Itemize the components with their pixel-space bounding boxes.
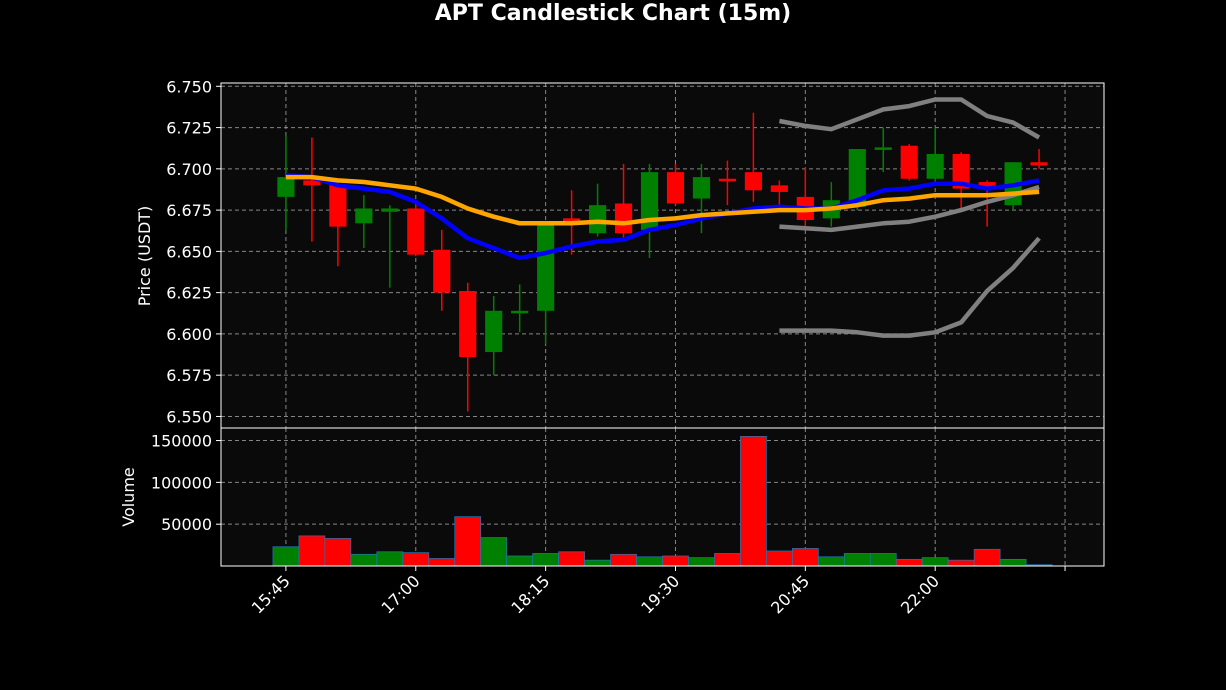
candle-body xyxy=(874,147,892,150)
candle-body xyxy=(563,218,581,224)
candle-body xyxy=(459,290,477,358)
volume-bar xyxy=(817,556,845,567)
volume-bar xyxy=(272,546,300,567)
volume-bar xyxy=(324,538,352,567)
price-tick-label: 6.600 xyxy=(166,325,212,344)
candle-body xyxy=(692,177,711,199)
candle-body xyxy=(589,205,607,234)
volume-bar xyxy=(454,516,482,567)
volume-bar xyxy=(766,550,793,567)
volume-bar xyxy=(792,548,819,567)
volume-bar xyxy=(350,553,378,567)
bollinger-upper-line xyxy=(778,97,1041,140)
candle-body xyxy=(277,177,295,197)
volume-bar xyxy=(610,553,637,567)
volume-bar xyxy=(895,558,923,567)
candle-body xyxy=(978,182,996,187)
volume-bar xyxy=(921,557,949,567)
volume-panel-frame xyxy=(220,427,1105,567)
volume-tick-label: 50000 xyxy=(161,515,212,534)
volume-bar xyxy=(999,558,1027,567)
candle-body xyxy=(407,208,425,255)
volume-bar xyxy=(662,555,689,567)
price-tick-label: 6.575 xyxy=(166,366,212,385)
price-tick-label: 6.750 xyxy=(166,77,212,96)
candle-body xyxy=(848,149,866,207)
price-tick-label: 6.650 xyxy=(166,242,212,261)
candle-body xyxy=(666,172,685,204)
x-tick-label: 17:00 xyxy=(378,571,424,617)
candle-body xyxy=(329,185,347,227)
candles xyxy=(277,112,1048,412)
price-tick-label: 6.625 xyxy=(166,284,212,303)
indicator-lines xyxy=(285,97,1041,338)
volume-bar xyxy=(740,436,767,567)
price-tick-label: 6.675 xyxy=(166,201,212,220)
volume-bar xyxy=(402,552,430,567)
volume-bar xyxy=(714,553,741,567)
volume-tick-label: 150000 xyxy=(151,432,212,451)
chart-title: APT Candlestick Chart (15m) xyxy=(434,1,792,26)
volume-bar xyxy=(636,556,663,567)
volume-bar xyxy=(843,553,871,567)
candle-body xyxy=(744,172,762,191)
volume-bar xyxy=(532,553,559,567)
candle-body xyxy=(952,153,970,189)
candle-body xyxy=(485,310,503,353)
bollinger-lower-line xyxy=(779,236,1041,338)
ema-slow-line xyxy=(285,174,1040,226)
candle-body xyxy=(303,180,321,186)
volume-bar xyxy=(428,558,456,567)
price-panel-background xyxy=(221,83,1104,428)
candle-body xyxy=(718,178,736,182)
volume-bar xyxy=(947,559,975,567)
price-tick-label: 6.700 xyxy=(166,160,212,179)
x-tick-label: 15:45 xyxy=(248,571,294,617)
x-tick-label: 19:30 xyxy=(637,571,683,617)
volume-tick-label: 100000 xyxy=(151,473,212,492)
candle-body xyxy=(1030,162,1048,166)
candle-body xyxy=(355,208,373,224)
candle-body xyxy=(900,145,918,179)
candle-body xyxy=(511,310,529,314)
price-axis-label: Price (USDT) xyxy=(135,206,154,307)
x-tick-label: 20:45 xyxy=(767,571,813,617)
volume-bar xyxy=(298,535,326,567)
candle-body xyxy=(433,249,451,293)
volume-bar xyxy=(558,551,585,567)
candle-body xyxy=(614,203,633,234)
volume-bar xyxy=(869,553,897,567)
volume-bar xyxy=(376,551,404,567)
ema-fast-line xyxy=(285,173,1040,261)
volume-bar xyxy=(688,557,715,567)
price-tick-label: 6.725 xyxy=(166,119,212,138)
bollinger-middle-line xyxy=(779,184,1040,233)
volume-bar xyxy=(584,559,611,567)
x-tick-label: 22:00 xyxy=(897,571,943,617)
volume-axis-label: Volume xyxy=(119,467,138,527)
x-tick-label: 18:15 xyxy=(507,571,553,617)
candle-body xyxy=(381,208,399,212)
candle-body xyxy=(537,223,555,311)
volume-bar xyxy=(506,555,533,567)
volume-bars xyxy=(272,436,1053,567)
candle-body xyxy=(926,153,944,179)
candle-body xyxy=(770,185,788,192)
volume-bar xyxy=(480,537,508,567)
price-tick-label: 6.550 xyxy=(166,407,212,426)
candle-body xyxy=(640,172,659,230)
volume-panel-background xyxy=(221,428,1104,566)
volume-bar xyxy=(973,548,1001,567)
